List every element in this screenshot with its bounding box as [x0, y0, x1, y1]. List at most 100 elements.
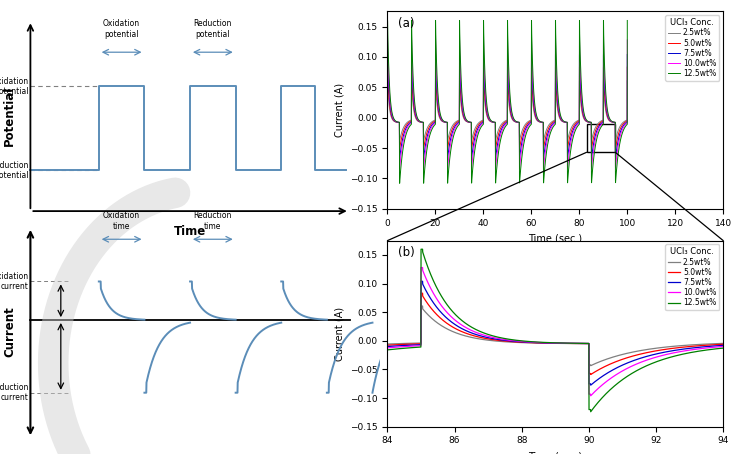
2.5wt%	[719, 340, 728, 346]
12.5wt%	[400, 345, 409, 351]
10.0wt%	[562, 119, 571, 125]
2.5wt%	[623, 78, 632, 84]
5.0wt%	[586, 372, 595, 377]
Line: 2.5wt%: 2.5wt%	[387, 81, 627, 141]
5.0wt%	[709, 342, 718, 347]
5.0wt%	[396, 146, 404, 152]
12.5wt%	[648, 360, 657, 366]
10.0wt%	[400, 344, 409, 349]
2.5wt%	[400, 340, 409, 346]
10.0wt%	[383, 345, 392, 350]
Text: Oxidation
potential: Oxidation potential	[0, 77, 29, 96]
12.5wt%	[537, 340, 546, 345]
10.0wt%	[709, 345, 718, 350]
10.0wt%	[648, 355, 657, 361]
10.0wt%	[475, 125, 483, 131]
5.0wt%	[562, 120, 571, 125]
12.5wt%	[539, 178, 548, 183]
Text: Oxidation
time: Oxidation time	[103, 211, 140, 231]
5.0wt%	[719, 341, 728, 347]
7.5wt%	[396, 156, 404, 162]
7.5wt%	[383, 344, 392, 349]
2.5wt%	[539, 137, 548, 143]
Text: Potential: Potential	[3, 86, 16, 146]
Text: Reduction
potential: Reduction potential	[193, 19, 232, 39]
7.5wt%	[546, 340, 555, 346]
10.0wt%	[427, 126, 435, 131]
10.0wt%	[417, 265, 426, 270]
12.5wt%	[623, 18, 632, 23]
12.5wt%	[580, 113, 589, 118]
12.5wt%	[719, 345, 728, 351]
Line: 12.5wt%: 12.5wt%	[387, 249, 723, 412]
2.5wt%	[417, 303, 426, 309]
Line: 5.0wt%: 5.0wt%	[387, 293, 723, 375]
2.5wt%	[527, 117, 536, 123]
5.0wt%	[623, 64, 632, 70]
2.5wt%	[709, 341, 718, 346]
Legend: 2.5wt%, 5.0wt%, 7.5wt%, 10.0wt%, 12.5wt%: 2.5wt%, 5.0wt%, 7.5wt%, 10.0wt%, 12.5wt%	[666, 15, 720, 81]
5.0wt%	[417, 291, 426, 296]
5.0wt%	[539, 145, 548, 150]
7.5wt%	[475, 123, 483, 129]
X-axis label: Time (sec.): Time (sec.)	[528, 451, 582, 454]
5.0wt%	[527, 118, 536, 123]
Text: Reduction
potential: Reduction potential	[0, 161, 29, 180]
Legend: 2.5wt%, 5.0wt%, 7.5wt%, 10.0wt%, 12.5wt%: 2.5wt%, 5.0wt%, 7.5wt%, 10.0wt%, 12.5wt%	[666, 244, 720, 310]
7.5wt%	[623, 52, 632, 57]
Text: Current: Current	[3, 306, 16, 357]
2.5wt%	[475, 120, 483, 125]
7.5wt%	[417, 279, 426, 284]
10.0wt%	[580, 114, 589, 120]
12.5wt%	[527, 122, 536, 127]
Text: (b): (b)	[398, 246, 414, 259]
Line: 7.5wt%: 7.5wt%	[387, 281, 723, 385]
12.5wt%	[546, 340, 555, 345]
X-axis label: Time (sec.): Time (sec.)	[528, 233, 582, 243]
2.5wt%	[537, 340, 546, 346]
7.5wt%	[539, 154, 548, 160]
10.0wt%	[383, 37, 392, 43]
2.5wt%	[580, 117, 589, 123]
7.5wt%	[383, 52, 392, 57]
7.5wt%	[580, 116, 589, 121]
5.0wt%	[400, 341, 409, 347]
10.0wt%	[586, 393, 595, 399]
5.0wt%	[648, 349, 657, 354]
12.5wt%	[709, 346, 718, 352]
5.0wt%	[383, 64, 392, 70]
Bar	[587, 124, 615, 153]
7.5wt%	[709, 343, 718, 349]
2.5wt%	[383, 78, 392, 84]
7.5wt%	[719, 343, 728, 348]
Line: 10.0wt%: 10.0wt%	[387, 40, 627, 168]
12.5wt%	[562, 119, 571, 125]
2.5wt%	[586, 363, 595, 368]
12.5wt%	[417, 247, 426, 252]
10.0wt%	[709, 345, 718, 350]
7.5wt%	[709, 343, 718, 349]
Text: Reduction
time: Reduction time	[193, 211, 232, 231]
10.0wt%	[623, 37, 632, 43]
10.0wt%	[719, 344, 728, 349]
Line: 2.5wt%: 2.5wt%	[387, 306, 723, 365]
12.5wt%	[475, 128, 483, 134]
10.0wt%	[539, 164, 548, 169]
2.5wt%	[383, 341, 392, 347]
5.0wt%	[537, 340, 546, 345]
2.5wt%	[427, 120, 435, 125]
2.5wt%	[396, 138, 404, 143]
10.0wt%	[546, 340, 555, 345]
Line: 7.5wt%: 7.5wt%	[387, 54, 627, 159]
Text: Reduction
current: Reduction current	[0, 383, 29, 402]
5.0wt%	[709, 342, 718, 347]
Line: 5.0wt%: 5.0wt%	[387, 67, 627, 149]
5.0wt%	[427, 122, 435, 127]
5.0wt%	[580, 116, 589, 122]
10.0wt%	[396, 166, 404, 171]
Line: 12.5wt%: 12.5wt%	[387, 20, 627, 183]
10.0wt%	[527, 120, 536, 125]
Line: 10.0wt%: 10.0wt%	[387, 267, 723, 396]
10.0wt%	[537, 340, 546, 345]
7.5wt%	[537, 340, 546, 345]
